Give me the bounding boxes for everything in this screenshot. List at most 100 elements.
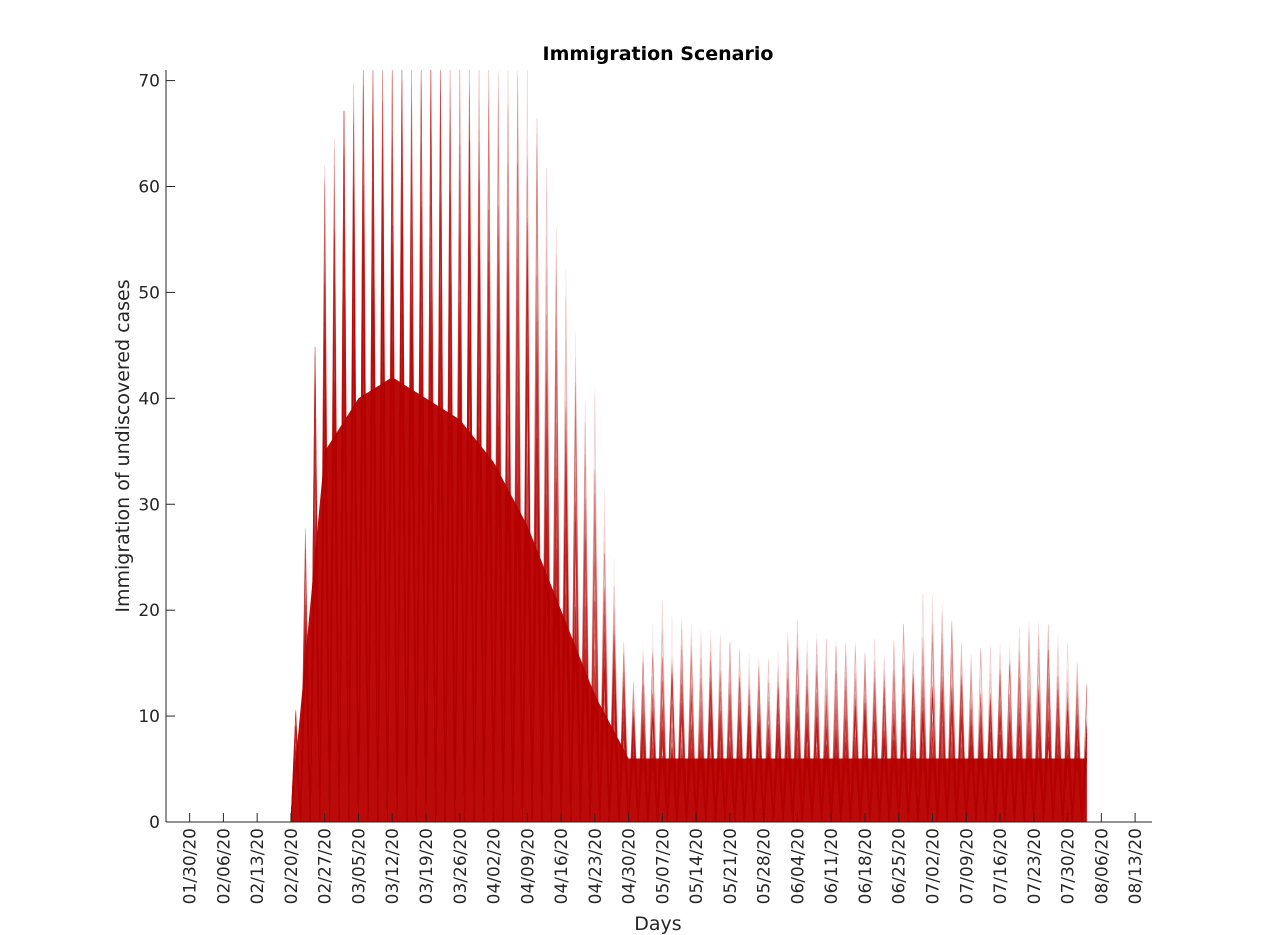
x-axis-label: Days: [634, 913, 681, 935]
series-trace: [290, 70, 1088, 823]
series-trace: [290, 119, 1088, 823]
series-trace: [290, 176, 1088, 823]
x-tick-label: 02/27/20: [316, 828, 336, 904]
x-tick-label: 06/11/20: [822, 828, 842, 904]
series-trace: [290, 70, 1088, 823]
series-trace: [290, 110, 1088, 823]
x-tick-label: 02/20/20: [282, 828, 302, 904]
y-tick-label: 30: [138, 495, 160, 515]
series-trace: [290, 70, 1088, 823]
series-trace: [290, 132, 1088, 823]
series-trace: [290, 70, 1088, 823]
series-trace: [290, 125, 1088, 823]
series-trace: [290, 70, 1088, 823]
series-trace: [290, 70, 1088, 823]
series-trace: [290, 211, 1088, 823]
series-trace: [290, 123, 1088, 823]
series-trace: [290, 70, 1088, 823]
x-tick-label: 07/16/20: [991, 828, 1011, 904]
series-trace: [290, 118, 1088, 823]
x-tick-label: 05/21/20: [721, 828, 741, 904]
series-trace: [290, 70, 1088, 823]
series-trace: [290, 227, 1088, 823]
series-trace: [290, 142, 1088, 823]
series-trace: [290, 70, 1088, 823]
y-tick-label: 40: [138, 389, 160, 409]
x-tick-label: 02/06/20: [214, 828, 234, 904]
series-trace: [290, 70, 1088, 823]
y-tick-label: 10: [138, 707, 160, 727]
series-trace: [290, 102, 1088, 823]
series-trace: [290, 130, 1088, 823]
x-axis-ticks: 01/30/20 02/06/20 02/13/20 02/20/20 02/27/20…: [181, 813, 1146, 904]
y-axis-ticks: 0 10 20 30 40 50 60 70: [138, 72, 175, 833]
series-trace: [290, 97, 1088, 823]
y-tick-label: 70: [138, 72, 160, 92]
series-trace: [290, 70, 1088, 823]
series-trace: [290, 157, 1088, 823]
x-tick-label: 03/05/20: [349, 828, 369, 904]
x-tick-label: 05/14/20: [687, 828, 707, 904]
x-tick-label: 04/23/20: [586, 828, 606, 904]
x-tick-label: 07/30/20: [1059, 828, 1079, 904]
x-tick-label: 03/26/20: [451, 828, 471, 904]
x-tick-label: 06/18/20: [856, 828, 876, 904]
series-trace: [290, 191, 1088, 823]
series-trace: [290, 102, 1088, 823]
series-trace: [290, 82, 1088, 823]
series-trace: [290, 70, 1088, 823]
series-trace: [290, 70, 1088, 823]
x-tick-label: 04/30/20: [620, 828, 640, 904]
series-trace: [290, 161, 1088, 823]
series-trace: [290, 199, 1088, 823]
x-tick-label: 07/23/20: [1025, 828, 1045, 904]
series-trace: [290, 70, 1088, 823]
chart-title: Immigration Scenario: [543, 43, 774, 65]
series-trace: [290, 70, 1088, 823]
y-tick-label: 0: [149, 813, 160, 833]
series-layer: [290, 70, 1088, 823]
y-tick-label: 20: [138, 601, 160, 621]
series-trace: [290, 70, 1088, 823]
x-tick-label: 08/06/20: [1092, 828, 1112, 904]
x-tick-label: 03/19/20: [417, 828, 437, 904]
series-trace: [290, 70, 1088, 823]
x-tick-label: 05/28/20: [755, 828, 775, 904]
series-trace: [290, 70, 1088, 823]
x-tick-label: 08/13/20: [1126, 828, 1146, 904]
series-trace: [290, 70, 1088, 823]
y-axis-label: Immigration of undiscovered cases: [112, 279, 134, 612]
series-trace: [290, 70, 1088, 823]
series-trace: [290, 70, 1088, 823]
series-trace: [290, 192, 1088, 823]
series-trace: [290, 162, 1088, 823]
series-trace: [290, 70, 1088, 823]
x-tick-label: 04/09/20: [518, 828, 538, 904]
series-trace: [290, 85, 1088, 823]
x-tick-label: 06/04/20: [788, 828, 808, 904]
x-tick-label: 06/25/20: [890, 828, 910, 904]
x-tick-label: 07/09/20: [957, 828, 977, 904]
series-trace: [290, 100, 1088, 823]
series-trace: [290, 70, 1088, 823]
series-trace: [290, 70, 1088, 823]
series-trace: [290, 70, 1088, 823]
series-trace: [290, 85, 1088, 823]
series-trace: [290, 202, 1088, 823]
x-tick-label: 03/12/20: [383, 828, 403, 904]
series-trace: [290, 70, 1088, 823]
series-trace: [290, 157, 1088, 823]
x-tick-label: 04/16/20: [552, 828, 572, 904]
series-trace: [290, 70, 1088, 823]
x-tick-label: 01/30/20: [181, 828, 201, 904]
y-tick-label: 60: [138, 178, 160, 198]
series-trace: [290, 185, 1088, 823]
series-trace: [290, 200, 1088, 823]
x-tick-label: 02/13/20: [248, 828, 268, 904]
series-core-area: [290, 377, 1087, 822]
series-trace: [290, 107, 1088, 823]
x-tick-label: 05/07/20: [653, 828, 673, 904]
series-trace: [290, 70, 1088, 823]
x-tick-label: 04/02/20: [485, 828, 505, 904]
